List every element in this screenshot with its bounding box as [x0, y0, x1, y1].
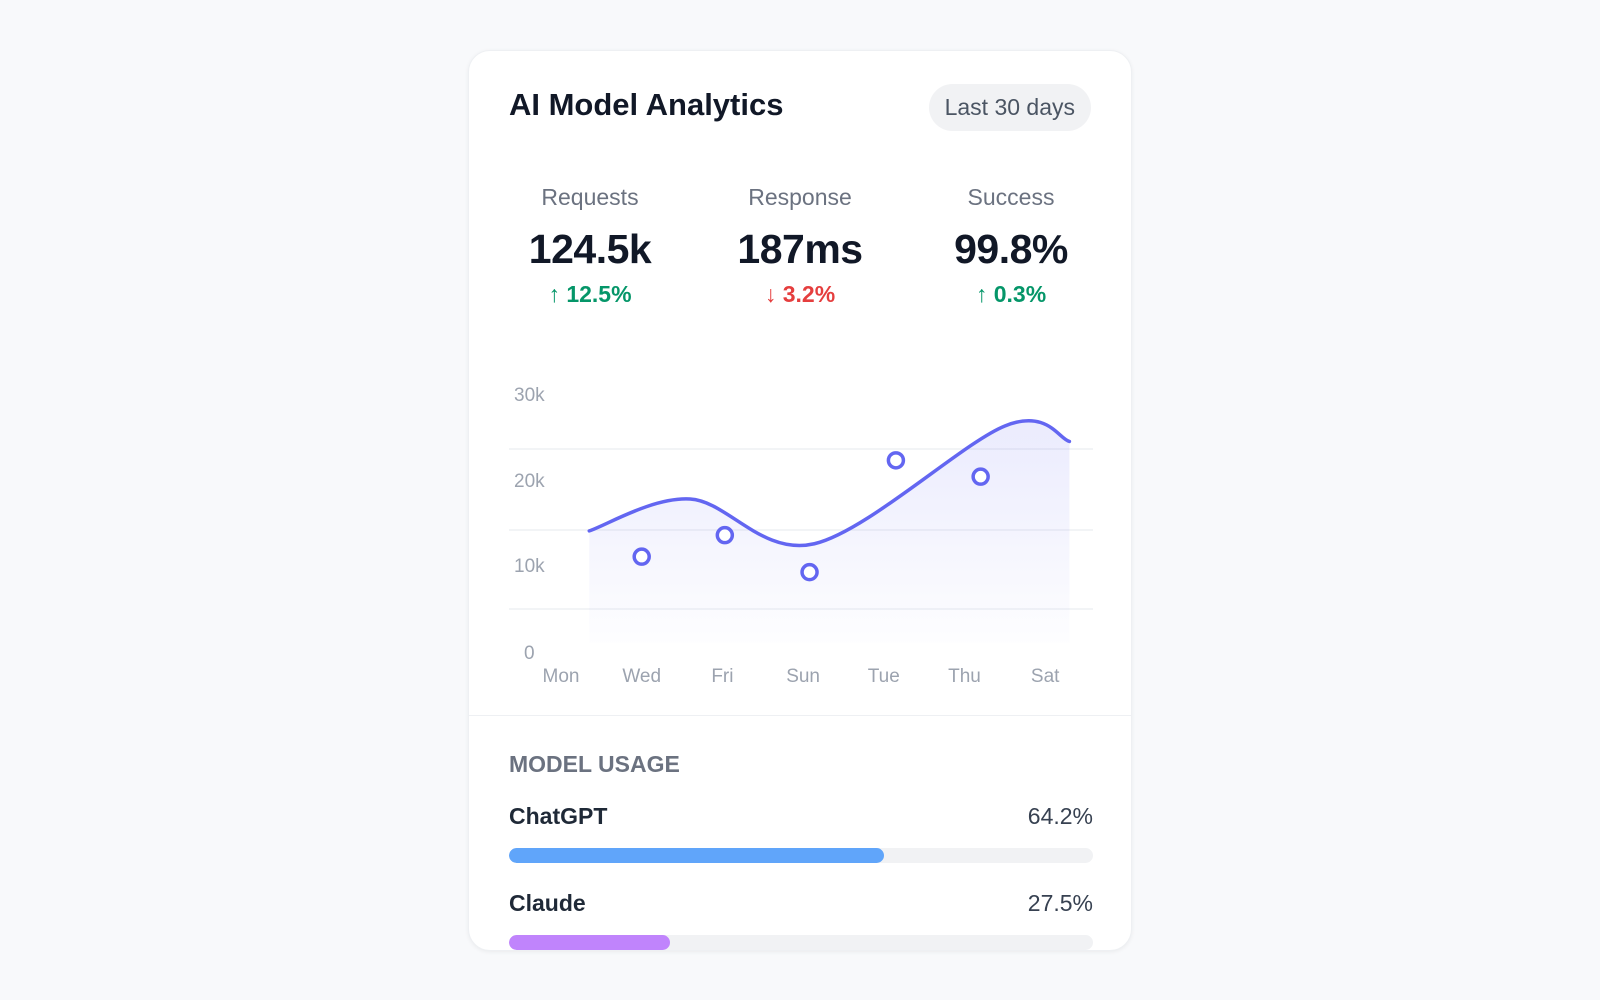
- model-usage-claude: Claude 27.5%: [509, 890, 1093, 950]
- analytics-card: AI Model Analytics Last 30 days Requests…: [468, 50, 1132, 951]
- y-tick-label: 30k: [514, 385, 545, 406]
- y-tick-label: 10k: [514, 556, 545, 577]
- arrow-down-icon: ↓: [764, 281, 777, 307]
- stat-change: ↑ 0.3%: [911, 281, 1111, 308]
- model-name: ChatGPT: [509, 803, 608, 829]
- usage-bar: [509, 935, 1093, 950]
- data-point: [715, 525, 735, 545]
- x-tick-label: Sat: [1031, 666, 1060, 687]
- model-percent: 64.2%: [1027, 803, 1093, 829]
- data-point: [971, 467, 990, 486]
- data-point: [632, 547, 651, 566]
- section-divider: [469, 715, 1131, 716]
- usage-bar-fill: [509, 848, 884, 863]
- x-tick-label: Fri: [711, 666, 733, 687]
- y-tick-label: 20k: [514, 471, 545, 492]
- stat-label: Requests: [541, 184, 639, 210]
- trend-area: [589, 420, 1070, 643]
- stat-requests: Requests 124.5k ↑ 12.5%: [490, 184, 690, 308]
- trend-line: [587, 419, 1072, 548]
- model-name: Claude: [509, 890, 586, 916]
- stat-value: 187ms: [737, 226, 863, 272]
- x-tick-label: Wed: [622, 666, 661, 687]
- stat-change: ↓ 3.2%: [700, 281, 900, 308]
- stat-label: Response: [748, 184, 852, 210]
- x-tick-label: Sun: [786, 666, 820, 687]
- stat-change: ↑ 12.5%: [490, 281, 690, 308]
- data-point: [800, 562, 819, 582]
- stat-response: Response 187ms ↓ 3.2%: [700, 184, 900, 308]
- stat-change-value: 0.3%: [993, 281, 1047, 307]
- data-point: [886, 451, 906, 470]
- stat-value: 124.5k: [528, 226, 652, 272]
- model-percent: 27.5%: [1027, 890, 1093, 916]
- usage-bar-fill: [509, 935, 670, 950]
- stat-change-value: 12.5%: [566, 281, 632, 307]
- stat-label: Success: [967, 184, 1055, 210]
- arrow-up-icon: ↑: [975, 281, 988, 307]
- model-usage-chatgpt: ChatGPT 64.2%: [509, 803, 1093, 863]
- card-title: AI Model Analytics: [509, 87, 784, 122]
- model-usage-heading: MODEL USAGE: [509, 751, 680, 777]
- stat-change-value: 3.2%: [782, 281, 836, 307]
- date-range-selector[interactable]: Last 30 days: [928, 84, 1091, 131]
- x-tick-label: Mon: [543, 666, 580, 687]
- stat-value: 99.8%: [954, 226, 1068, 272]
- x-tick-label: Thu: [948, 666, 981, 687]
- stat-success: Success 99.8% ↑ 0.3%: [911, 184, 1111, 308]
- requests-chart: 30k 20k 10k 0 Mon Wed Fri Sun Tue Thu Sat: [509, 385, 1093, 687]
- y-tick-label: 0: [524, 643, 535, 664]
- usage-bar: [509, 848, 1093, 863]
- arrow-up-icon: ↑: [548, 281, 560, 307]
- x-tick-label: Tue: [868, 666, 900, 687]
